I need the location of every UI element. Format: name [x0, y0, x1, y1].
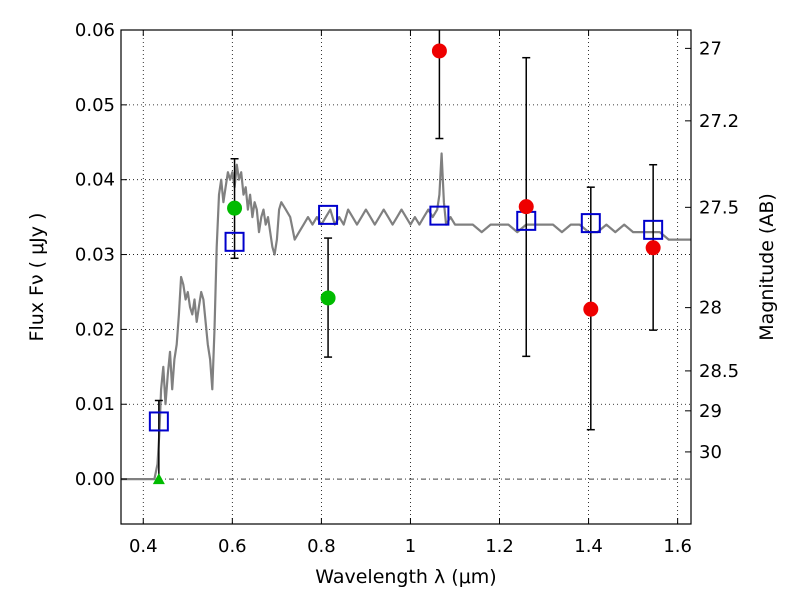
- mag-tick-label: 28: [699, 298, 722, 319]
- x-tick-label: 1: [405, 536, 416, 557]
- model-photometry-point: [224, 231, 245, 252]
- green-data-point: [227, 200, 243, 216]
- model-photometry-point: [429, 205, 450, 226]
- mag-tick-label: 27: [699, 38, 722, 59]
- x-tick-label: 0.6: [218, 536, 247, 557]
- markers: [148, 43, 664, 485]
- x-tick-label: 1.6: [663, 536, 692, 557]
- mag-tick-label: 27.2: [699, 111, 739, 132]
- y-tick-label: 0.01: [75, 394, 115, 415]
- model-photometry-point: [148, 411, 169, 432]
- green-data-point: [320, 290, 336, 306]
- y-tick-label: 0.02: [75, 319, 115, 340]
- x-tick-label: 0.8: [307, 536, 336, 557]
- y-tick-label: 0.03: [75, 245, 115, 266]
- ticks: 0.4 0.6 0.8 1 1.2 1.4 1.6 0.00 0.01 0.02 0.03 0.04 0…: [75, 20, 739, 557]
- green-triangle-point: [152, 473, 165, 485]
- y-tick-label: 0.04: [75, 170, 115, 191]
- model-sed-line: [121, 152, 691, 481]
- mag-tick-label: 28.5: [699, 361, 739, 382]
- x-tick-label: 0.4: [129, 536, 158, 557]
- model-sed: [121, 152, 691, 481]
- red-data-point: [431, 43, 447, 59]
- x-tick-label: 1.4: [574, 536, 603, 557]
- red-data-point: [645, 240, 661, 256]
- y-axis-label: Flux Fν ( μJy ): [26, 213, 48, 342]
- right-axis-label: Magnitude (AB): [756, 193, 778, 341]
- x-axis-label: Wavelength λ (μm): [315, 566, 496, 588]
- mag-tick-label: 27.5: [699, 197, 739, 218]
- y-tick-label: 0.00: [75, 469, 115, 490]
- red-data-point: [583, 301, 599, 317]
- model-photometry-point: [580, 213, 601, 234]
- x-tick-label: 1.2: [485, 536, 514, 557]
- y-tick-label: 0.06: [75, 20, 115, 41]
- red-data-point: [518, 199, 534, 215]
- mag-tick-label: 30: [699, 442, 722, 463]
- plot-frame: [120, 29, 692, 525]
- model-photometry-point: [318, 204, 339, 225]
- mag-tick-label: 29: [699, 401, 722, 422]
- model-photometry-point: [643, 219, 664, 240]
- y-tick-label: 0.05: [75, 95, 115, 116]
